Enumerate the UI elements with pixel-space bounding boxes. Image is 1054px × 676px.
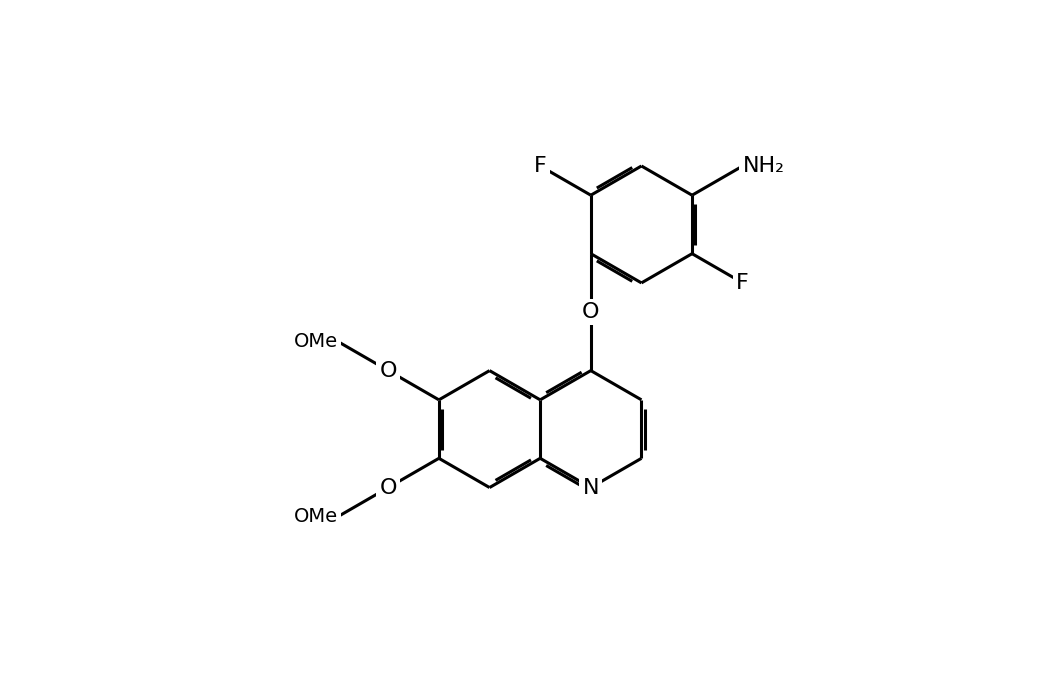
Text: NH₂: NH₂ (743, 156, 785, 176)
Text: O: O (379, 477, 397, 498)
Text: N: N (583, 477, 599, 498)
Text: OMe: OMe (293, 332, 337, 351)
Text: F: F (533, 156, 547, 176)
Text: F: F (737, 273, 749, 293)
Text: O: O (582, 302, 600, 322)
Text: O: O (379, 360, 397, 381)
Text: OMe: OMe (293, 507, 337, 527)
